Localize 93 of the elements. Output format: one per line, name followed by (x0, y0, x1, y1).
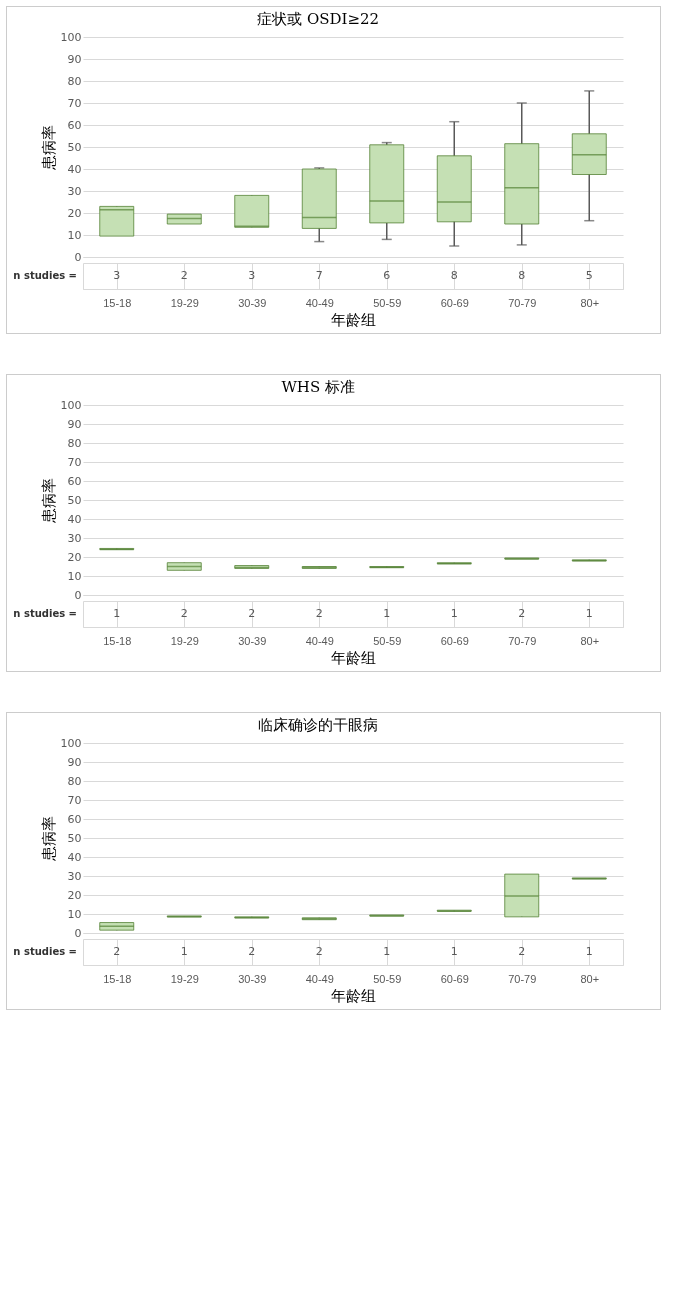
annotation: 5 (585, 269, 593, 282)
y-tick-label: 60 (67, 812, 82, 826)
annotation: 2 (518, 945, 526, 958)
x-axis-title: 年龄组 (331, 648, 376, 667)
annotation: 2 (248, 945, 256, 958)
y-axis-title: 患病率 (39, 478, 58, 524)
x-tick-label: 19-29 (170, 972, 199, 985)
x-axis-title: 年龄组 (331, 986, 376, 1005)
x-tick-label: 40-49 (305, 296, 334, 309)
y-tick-label: 50 (67, 493, 82, 507)
annotation: 6 (383, 269, 391, 282)
y-tick-label: 30 (67, 184, 82, 198)
annotation: 1 (585, 607, 593, 620)
y-tick-label: 20 (67, 206, 82, 220)
x-tick-label: 70-79 (508, 634, 537, 647)
x-tick-label: 19-29 (170, 634, 199, 647)
annotation: 1 (383, 945, 391, 958)
x-tick-label: 50-59 (373, 972, 402, 985)
y-tick-label: 80 (67, 436, 82, 450)
annotation: 2 (180, 607, 188, 620)
annotation: 1 (450, 607, 458, 620)
annotation: 3 (248, 269, 256, 282)
annotation: 2 (113, 945, 121, 958)
annotation: 2 (315, 945, 323, 958)
chart-title: 临床确诊的干眼病 (258, 716, 379, 734)
annotation: 1 (180, 945, 188, 958)
x-tick-label: 50-59 (373, 296, 402, 309)
x-tick-label: 50-59 (373, 634, 402, 647)
annotation: 1 (585, 945, 593, 958)
x-tick-label: 15-18 (103, 634, 132, 647)
y-tick-label: 50 (67, 831, 82, 845)
y-tick-label: 70 (67, 455, 82, 469)
x-axis-title: 年龄组 (331, 310, 376, 329)
x-tick-label: 70-79 (508, 972, 537, 985)
y-tick-label: 100 (60, 736, 82, 750)
x-tick-label: 15-18 (103, 296, 132, 309)
x-tick-label: 30-39 (238, 634, 267, 647)
x-tick-label: 40-49 (305, 972, 334, 985)
x-tick-label: 40-49 (305, 634, 334, 647)
x-tick-label: 60-69 (440, 296, 469, 309)
y-axis-title: 患病率 (39, 125, 58, 171)
y-tick-label: 80 (67, 74, 82, 88)
y-tick-label: 60 (67, 474, 82, 488)
y-tick-label: 10 (67, 569, 82, 583)
x-tick-label: 30-39 (238, 972, 267, 985)
y-tick-label: 0 (74, 250, 82, 264)
text: n studies = (13, 946, 77, 957)
y-tick-label: 40 (67, 162, 82, 176)
annotation: 8 (450, 269, 458, 282)
annotation: 2 (518, 607, 526, 620)
y-tick-label: 90 (67, 417, 82, 431)
x-tick-label: 30-39 (238, 296, 267, 309)
annotation: 7 (315, 269, 323, 282)
annotation: 2 (248, 607, 256, 620)
y-tick-label: 10 (67, 907, 82, 921)
y-tick-label: 60 (67, 118, 82, 132)
annotation: 2 (315, 607, 323, 620)
y-tick-label: 20 (67, 550, 82, 564)
y-tick-label: 30 (67, 531, 82, 545)
annotation: 8 (518, 269, 526, 282)
y-tick-label: 90 (67, 755, 82, 769)
chart-title: 症状或 OSDI≥22 (257, 10, 380, 28)
annotation: 1 (113, 607, 121, 620)
chart-title: WHS 标准 (281, 378, 355, 396)
y-axis-title: 患病率 (39, 816, 58, 862)
x-tick-label: 70-79 (508, 296, 537, 309)
y-tick-label: 90 (67, 52, 82, 66)
x-tick-label: 19-29 (170, 296, 199, 309)
x-tick-label: 60-69 (440, 972, 469, 985)
x-tick-label: 80+ (580, 296, 600, 309)
y-tick-label: 0 (74, 588, 82, 602)
annotation: 2 (180, 269, 188, 282)
y-tick-label: 40 (67, 512, 82, 526)
y-tick-label: 10 (67, 228, 82, 242)
y-tick-label: 80 (67, 774, 82, 788)
x-tick-label: 80+ (580, 972, 600, 985)
y-tick-label: 100 (60, 30, 82, 44)
annotation: 3 (113, 269, 121, 282)
annotation: 1 (383, 607, 391, 620)
text: n studies = (13, 608, 77, 619)
y-tick-label: 20 (67, 888, 82, 902)
x-tick-label: 15-18 (103, 972, 132, 985)
y-tick-label: 0 (74, 926, 82, 940)
x-tick-label: 80+ (580, 634, 600, 647)
y-tick-label: 70 (67, 793, 82, 807)
y-tick-label: 40 (67, 850, 82, 864)
x-tick-label: 60-69 (440, 634, 469, 647)
annotation: 1 (450, 945, 458, 958)
text: n studies = (13, 270, 77, 281)
y-tick-label: 50 (67, 140, 82, 154)
y-tick-label: 30 (67, 869, 82, 883)
y-tick-label: 100 (60, 398, 82, 412)
y-tick-label: 70 (67, 96, 82, 110)
